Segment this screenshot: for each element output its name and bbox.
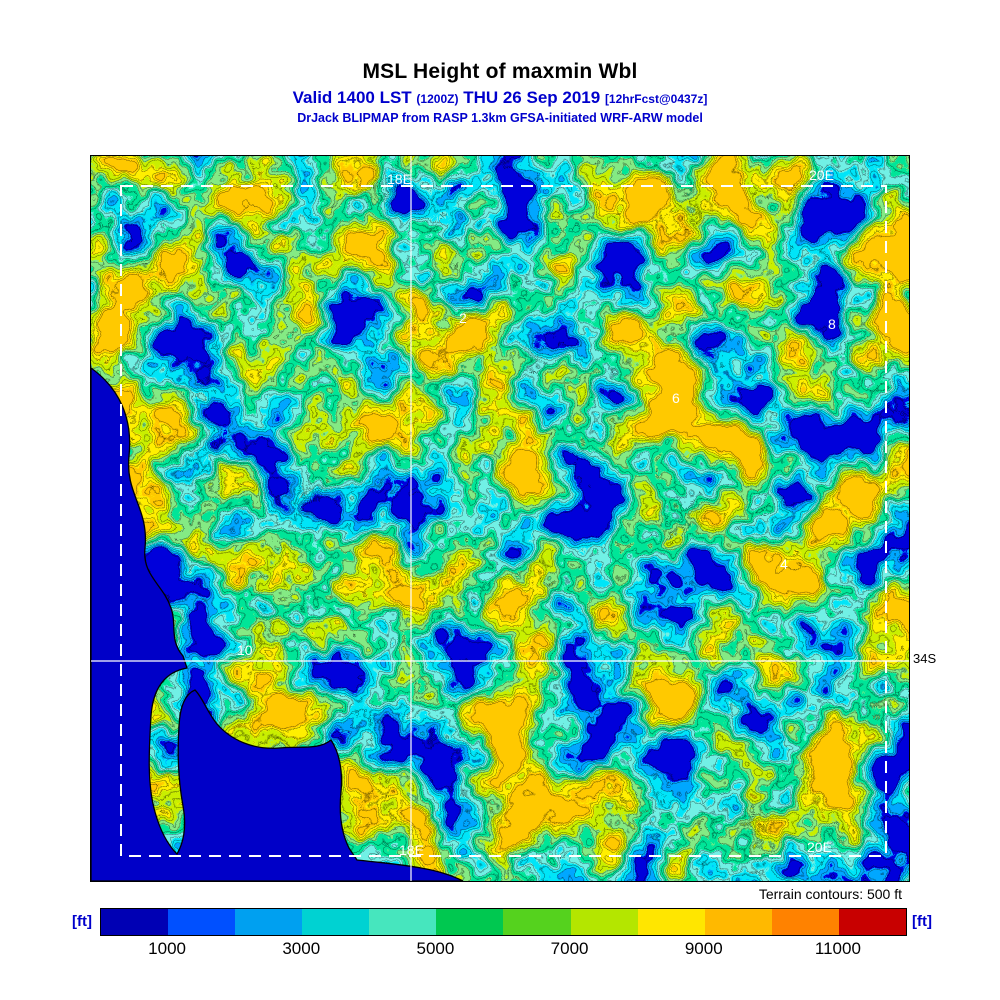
colorbar-unit-right: [ft]	[912, 913, 932, 930]
terrain-contours-note: Terrain contours: 500 ft	[758, 886, 902, 902]
forecast-offset-tag: [12hrFcst@0437z]	[604, 92, 708, 106]
colorbar-segment	[838, 909, 906, 935]
value-label: 6	[672, 390, 680, 406]
colorbar-segment	[503, 909, 571, 935]
map-panel: 18E 20E 18E 20E 2 8 6 4 10	[90, 155, 910, 882]
value-label: 8	[828, 316, 836, 332]
colorbar-unit-left: [ft]	[72, 913, 92, 930]
model-attribution-line: DrJack BLIPMAP from RASP 1.3km GFSA-init…	[297, 111, 703, 125]
valid-date: THU 26 Sep 2019	[463, 88, 601, 107]
colorbar-tick: 9000	[684, 939, 723, 958]
value-label: 2	[459, 310, 467, 326]
value-label: 10	[237, 642, 253, 658]
colorbar-segment	[637, 909, 705, 935]
colorbar-segment	[235, 909, 303, 935]
header: MSL Height of maxmin Wbl Valid 1400 LST …	[0, 60, 1000, 125]
colorbar-segment	[704, 909, 772, 935]
valid-zulu: (1200Z)	[416, 92, 459, 106]
ocean-coastline	[91, 367, 464, 881]
domain-dashed-border	[120, 185, 887, 857]
colorbar-tick: 11000	[814, 939, 861, 958]
value-label: 4	[780, 556, 788, 572]
colorbar-segment	[168, 909, 236, 935]
map-plot: 18E 20E 18E 20E 2 8 6 4 10	[91, 156, 909, 881]
lon-label-bottom-left: 18E	[399, 842, 424, 858]
colorbar-segment	[570, 909, 638, 935]
colorbar-tick: 1000	[148, 939, 186, 958]
colorbar	[100, 908, 907, 936]
lon-label-top-left: 18E	[387, 171, 412, 187]
colorbar-segment	[302, 909, 370, 935]
colorbar-tick: 7000	[550, 939, 589, 958]
colorbar-segment	[771, 909, 839, 935]
lat-label-right: 34S	[913, 651, 937, 666]
lon-label-bottom-right: 20E	[807, 839, 832, 855]
valid-time: Valid 1400 LST	[292, 88, 412, 107]
page-title: MSL Height of maxmin Wbl	[362, 60, 638, 83]
colorbar-ticks: 1000 3000 5000 7000 9000 11000	[100, 939, 905, 961]
valid-line: Valid 1400 LST (1200Z) THU 26 Sep 2019 […	[0, 88, 1000, 108]
colorbar-segment	[369, 909, 437, 935]
colorbar-segment	[101, 909, 169, 935]
colorbar-segment	[436, 909, 504, 935]
colorbar-tick: 3000	[282, 939, 321, 958]
colorbar-tick: 5000	[416, 939, 455, 958]
lon-label-top-right: 20E	[809, 167, 834, 183]
